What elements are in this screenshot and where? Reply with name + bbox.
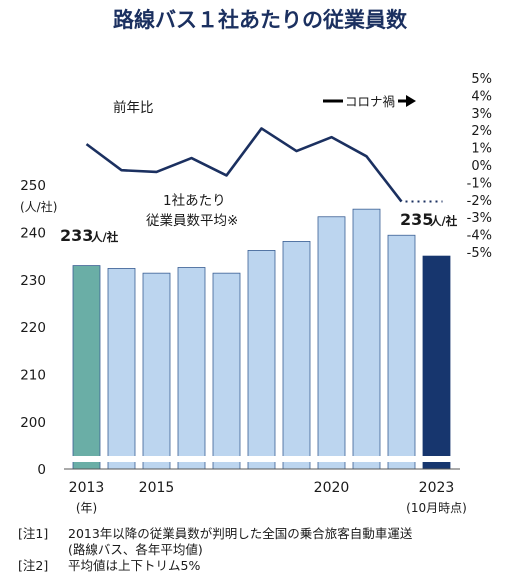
- bar-2014: [107, 268, 136, 470]
- right-tick-label: 5%: [471, 72, 492, 87]
- y-tick-label: 200: [20, 415, 46, 431]
- x-tick-label: 2020: [314, 480, 350, 496]
- right-tick-label: 2%: [471, 124, 492, 139]
- bar-2015: [142, 272, 171, 470]
- right-tick-label: -3%: [467, 211, 492, 226]
- y-tick-label: 210: [20, 368, 46, 384]
- y-tick-label: 0: [37, 462, 46, 478]
- bar-2022: [387, 234, 416, 470]
- footnote-1-text: 2013年以降の従業員数が判明した全国の乗合旅客自動車運送 (路線バス、各年平均…: [68, 526, 413, 557]
- y-tick-label: 250: [20, 178, 46, 194]
- y-tick-label: 220: [20, 320, 46, 336]
- right-tick-label: -5%: [467, 246, 492, 261]
- first-value-label: 233: [60, 226, 93, 245]
- bar-2013: [72, 265, 101, 470]
- corona-label: コロナ禍: [345, 94, 395, 109]
- line-series-label: 前年比: [113, 99, 154, 116]
- right-tick-label: 3%: [471, 107, 492, 122]
- x-tick-label: 2015: [139, 480, 175, 496]
- bar-2018: [247, 250, 276, 470]
- last-value-label: 235: [400, 210, 433, 229]
- right-tick-label: -2%: [467, 194, 492, 209]
- right-tick-label: 1%: [471, 142, 492, 157]
- last-value-unit: 人/社: [430, 214, 458, 228]
- chart-title: 路線バス１社あたりの従業員数: [113, 8, 408, 32]
- bar-2021: [352, 208, 381, 470]
- footnote-2-text: 平均値は上下トリム5%: [68, 558, 201, 573]
- bar-2016: [177, 267, 206, 470]
- bar-2023: [422, 255, 451, 470]
- y-tick-label: 240: [20, 225, 46, 241]
- footnote-2: [注2] 平均値は上下トリム5%: [18, 558, 518, 574]
- y-tick-label: 230: [20, 273, 46, 289]
- right-tick-label: 4%: [471, 89, 492, 104]
- right-tick-label: -4%: [467, 229, 492, 244]
- bar-series-label-line2: 従業員数平均※: [146, 213, 238, 229]
- x-tick-label: 2023: [419, 480, 455, 496]
- bar-series-label-line1: 1社あたり: [163, 193, 226, 209]
- axis-break: [64, 456, 459, 462]
- right-tick-label: 0%: [471, 159, 492, 174]
- yoy-line: [85, 127, 403, 203]
- right-tick-label: -1%: [467, 176, 492, 191]
- first-value-unit: 人/社: [91, 230, 119, 244]
- footnote-1: [注1] 2013年以降の従業員数が判明した全国の乗合旅客自動車運送 (路線バス…: [18, 526, 518, 558]
- y-axis-label: (人/社): [20, 199, 57, 214]
- bar-2019: [282, 241, 311, 470]
- corona-arrow-head: [406, 95, 416, 107]
- x-last-sublabel: (10月時点): [406, 501, 467, 515]
- footnotes: [注1] 2013年以降の従業員数が判明した全国の乗合旅客自動車運送 (路線バス…: [18, 526, 518, 574]
- x-unit-label: (年): [76, 501, 97, 515]
- footnote-2-tag: [注2]: [18, 558, 49, 573]
- bar-2020: [317, 216, 346, 470]
- footnote-1-tag: [注1]: [18, 526, 49, 541]
- bar-2017: [212, 272, 241, 470]
- x-tick-label: 2013: [69, 480, 105, 496]
